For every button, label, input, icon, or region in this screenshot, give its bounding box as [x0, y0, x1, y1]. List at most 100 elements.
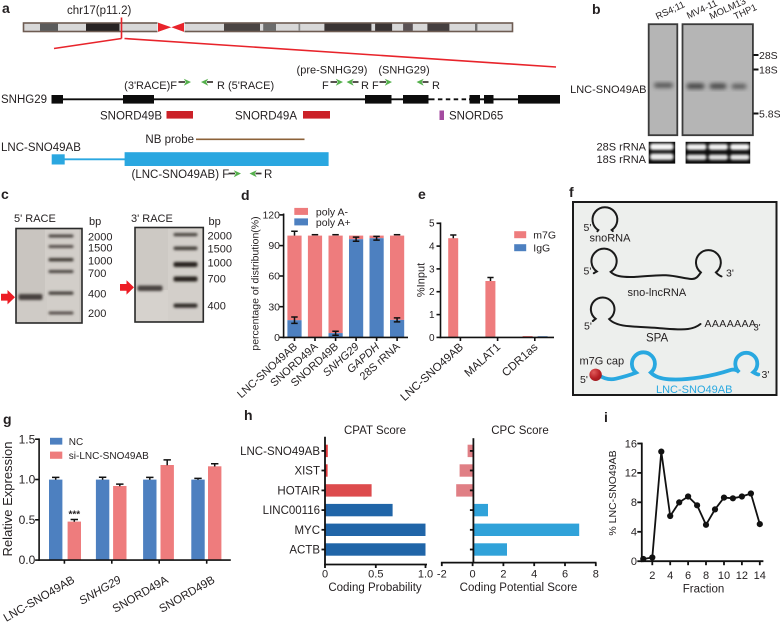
- svg-text:IgG: IgG: [533, 243, 550, 255]
- svg-text:LNC-SNO49AB: LNC-SNO49AB: [2, 574, 77, 624]
- svg-text:700: 700: [208, 274, 226, 286]
- svg-text:R: R: [432, 80, 440, 92]
- svg-text:Relative Expression: Relative Expression: [0, 442, 15, 557]
- svg-text:poly A+: poly A+: [316, 217, 351, 229]
- svg-text:LNC-SNO49AB: LNC-SNO49AB: [656, 384, 732, 396]
- svg-text:5' RACE: 5' RACE: [14, 213, 56, 225]
- svg-text:0: 0: [429, 333, 435, 344]
- svg-text:MALAT1: MALAT1: [463, 341, 504, 379]
- svg-text:4: 4: [631, 527, 637, 539]
- svg-text:(pre-SNHG29): (pre-SNHG29): [297, 65, 368, 77]
- svg-text:700: 700: [88, 268, 106, 280]
- svg-text:d: d: [241, 187, 250, 203]
- svg-text:LNC-SNO49AB: LNC-SNO49AB: [240, 446, 320, 458]
- svg-text:2: 2: [429, 287, 435, 298]
- svg-text:CDR1as: CDR1as: [500, 341, 541, 379]
- svg-text:2000: 2000: [88, 232, 112, 244]
- svg-text:8: 8: [703, 570, 709, 582]
- svg-text:1: 1: [429, 310, 435, 321]
- svg-text:Fraction: Fraction: [683, 584, 725, 596]
- svg-text:% LNC-SNO49AB: % LNC-SNO49AB: [607, 450, 619, 535]
- svg-text:4: 4: [667, 570, 673, 582]
- svg-text:18S: 18S: [759, 64, 778, 76]
- svg-text:1500: 1500: [88, 243, 112, 255]
- svg-text:bp: bp: [209, 216, 221, 228]
- svg-text:200: 200: [88, 308, 106, 320]
- svg-text:SNORD65: SNORD65: [449, 111, 503, 123]
- svg-text:0: 0: [631, 556, 637, 568]
- svg-text:14: 14: [754, 570, 766, 582]
- svg-text:0: 0: [274, 332, 280, 344]
- svg-text:1.0: 1.0: [19, 473, 36, 487]
- svg-text:90: 90: [268, 240, 280, 252]
- svg-text:g: g: [3, 411, 12, 427]
- svg-text:m7G: m7G: [533, 230, 556, 242]
- svg-text:R (5'RACE): R (5'RACE): [217, 80, 274, 92]
- svg-text:Coding Potential Score: Coding Potential Score: [460, 582, 578, 594]
- svg-text:bp: bp: [89, 216, 101, 228]
- svg-text:12: 12: [625, 468, 637, 480]
- svg-text:18S rRNA: 18S rRNA: [596, 154, 646, 166]
- svg-text:MYC: MYC: [294, 525, 320, 537]
- svg-text:SPA: SPA: [646, 333, 668, 345]
- svg-text:%Input: %Input: [416, 263, 428, 297]
- svg-text:30: 30: [268, 301, 280, 313]
- svg-text:4: 4: [531, 569, 537, 581]
- svg-text:3': 3': [762, 369, 770, 381]
- svg-text:SNORD49B: SNORD49B: [100, 111, 162, 123]
- svg-text:28S rRNA: 28S rRNA: [596, 142, 646, 154]
- svg-text:12: 12: [736, 570, 748, 582]
- svg-text:28S: 28S: [759, 50, 778, 62]
- svg-text:5': 5': [580, 374, 588, 386]
- svg-text:a: a: [2, 0, 10, 16]
- svg-text:5.8S: 5.8S: [759, 108, 780, 120]
- svg-text:120: 120: [262, 210, 280, 222]
- svg-text:0: 0: [322, 569, 328, 581]
- svg-text:0.5: 0.5: [19, 513, 36, 527]
- svg-text:si-LNC-SNO49AB: si-LNC-SNO49AB: [69, 451, 149, 462]
- svg-text:m7G cap: m7G cap: [580, 356, 625, 368]
- svg-text:F: F: [372, 80, 379, 92]
- svg-text:-2: -2: [437, 569, 447, 581]
- svg-text:(SNHG29): (SNHG29): [378, 65, 429, 77]
- svg-text:e: e: [418, 186, 426, 202]
- svg-text:5: 5: [429, 219, 435, 230]
- svg-text:5': 5': [584, 266, 592, 278]
- svg-text:c: c: [1, 186, 9, 202]
- svg-text:60: 60: [268, 271, 280, 283]
- svg-text:f: f: [569, 184, 574, 200]
- svg-text:snoRNA: snoRNA: [590, 233, 632, 245]
- svg-text:AAAAAAA: AAAAAAA: [705, 318, 757, 330]
- svg-text:NC: NC: [69, 437, 83, 448]
- svg-text:3: 3: [429, 264, 435, 275]
- svg-text:5': 5': [584, 222, 592, 234]
- svg-text:i: i: [604, 409, 608, 425]
- svg-text:1000: 1000: [208, 258, 232, 270]
- svg-text:4: 4: [429, 242, 435, 253]
- svg-text:0: 0: [470, 569, 476, 581]
- svg-text:SNORD49A: SNORD49A: [235, 111, 297, 123]
- svg-text:R: R: [361, 80, 369, 92]
- svg-text:LINC00116: LINC00116: [263, 505, 320, 517]
- svg-text:(3'RACE)F: (3'RACE)F: [124, 80, 177, 92]
- svg-text:1.0: 1.0: [418, 569, 433, 581]
- svg-text:1.5: 1.5: [19, 432, 36, 446]
- svg-text:LNC-SNO49AB: LNC-SNO49AB: [399, 341, 467, 404]
- svg-text:LNC-SNO49AB: LNC-SNO49AB: [570, 84, 646, 96]
- svg-text:10: 10: [718, 570, 730, 582]
- svg-text:2: 2: [649, 570, 655, 582]
- svg-text:0.5: 0.5: [368, 569, 383, 581]
- svg-text:RS4;11: RS4;11: [654, 0, 687, 22]
- svg-text:h: h: [244, 407, 253, 423]
- svg-text:b: b: [592, 1, 601, 17]
- svg-text:8: 8: [593, 569, 599, 581]
- svg-text:SNHG29: SNHG29: [1, 94, 47, 106]
- svg-text:NB probe: NB probe: [145, 134, 194, 146]
- svg-text:LNC-SNO49AB: LNC-SNO49AB: [1, 142, 81, 154]
- svg-text:***: ***: [68, 510, 80, 521]
- svg-text:CPC Score: CPC Score: [491, 425, 549, 437]
- svg-text:6: 6: [685, 570, 691, 582]
- svg-text:sno-lncRNA: sno-lncRNA: [628, 287, 687, 299]
- svg-text:0.0: 0.0: [19, 553, 36, 567]
- svg-text:ACTB: ACTB: [289, 545, 320, 557]
